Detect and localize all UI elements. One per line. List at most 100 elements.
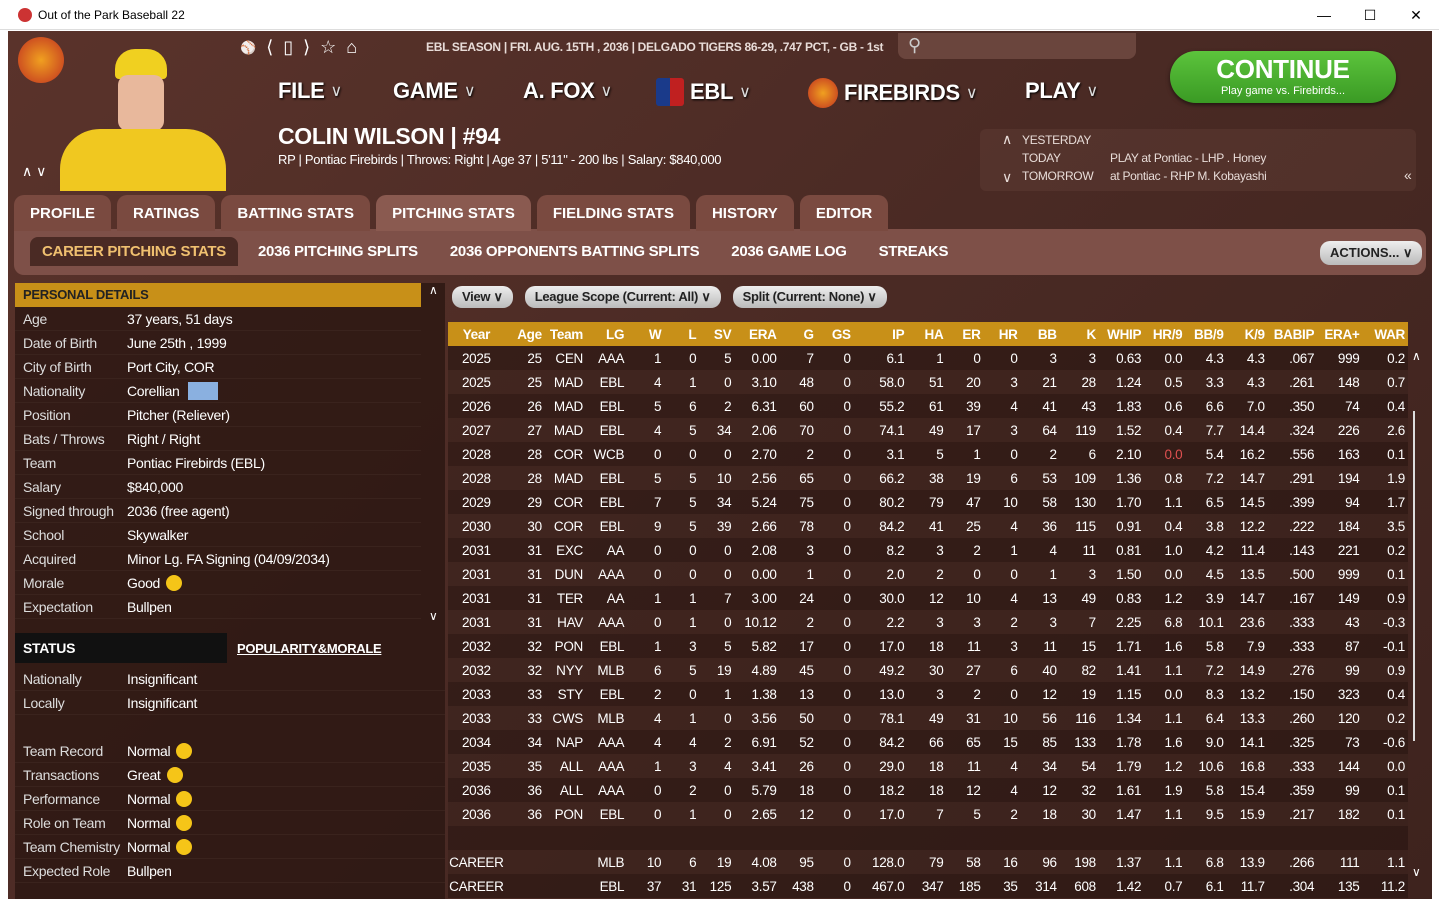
column-header[interactable]: K xyxy=(1059,322,1099,346)
menu-team[interactable]: FIREBIRDS ∨ xyxy=(808,78,978,108)
tab-batting-stats[interactable]: BATTING STATS xyxy=(221,195,371,231)
table-row[interactable]: 2036 36 PON EBL 0 1 0 2.65 12 0 17.0 7 5 2 18 30 1.47 1.1… xyxy=(448,802,1408,826)
column-header[interactable]: WAR xyxy=(1362,322,1408,346)
bookmark-icon[interactable]: ▯ xyxy=(283,37,294,57)
column-header[interactable]: Year xyxy=(448,322,508,346)
subtab-opponents-splits[interactable]: 2036 OPPONENTS BATTING SPLITS xyxy=(449,243,700,260)
column-header[interactable]: WHIP xyxy=(1098,322,1145,346)
table-cell: 3 xyxy=(1049,350,1058,366)
player-nav-arrows[interactable]: ∧ ∨ xyxy=(22,163,47,179)
subtab-streaks[interactable]: STREAKS xyxy=(878,243,949,260)
table-row[interactable]: 2031 31 TER AA 1 1 7 3.00 24 0 30.0 12 10 4 13 49 0.83 1.… xyxy=(448,586,1408,610)
tab-pitching-stats[interactable]: PITCHING STATS xyxy=(376,195,531,231)
table-row[interactable]: 2029 29 COR EBL 7 5 34 5.24 75 0 80.2 79 47 10 58 130 1.… xyxy=(448,490,1408,514)
column-header[interactable]: Team xyxy=(544,322,586,346)
column-header[interactable]: L xyxy=(664,322,700,346)
table-cell: 0 xyxy=(843,374,852,390)
column-header[interactable]: K/9 xyxy=(1226,322,1268,346)
smiley-icon xyxy=(176,742,193,759)
subtab-career-pitching[interactable]: CAREER PITCHING STATS xyxy=(30,237,238,266)
column-header[interactable]: GS xyxy=(816,322,854,346)
column-header[interactable]: BB xyxy=(1020,322,1060,346)
table-row[interactable]: 2032 32 PON EBL 1 3 5 5.82 17 0 17.0 18 11 3 11 15 1.71 1… xyxy=(448,634,1408,658)
table-cell: 1.50 xyxy=(1116,566,1142,582)
popularity-morale-tab[interactable]: POPULARITY&MORALE xyxy=(237,640,382,656)
tab-ratings[interactable]: RATINGS xyxy=(117,195,216,231)
team-logo-icon[interactable] xyxy=(18,37,64,83)
menu-file[interactable]: FILE ∨ xyxy=(278,78,342,103)
menu-play[interactable]: PLAY ∨ xyxy=(1025,78,1098,103)
column-header[interactable]: ERA xyxy=(734,322,780,346)
menu-manager[interactable]: A. FOX ∨ xyxy=(523,78,612,103)
column-header[interactable]: W xyxy=(627,322,665,346)
table-row[interactable]: 2028 28 MAD EBL 5 5 10 2.56 65 0 66.2 38 19 6 53 109 1.3… xyxy=(448,466,1408,490)
table-row[interactable]: 2034 34 NAP AAA 4 4 2 6.91 52 0 84.2 66 65 15 85 133 1.7… xyxy=(448,730,1408,754)
column-header[interactable]: HR xyxy=(983,322,1021,346)
scroll-up-icon[interactable]: ∧ xyxy=(429,283,438,297)
table-row[interactable]: 2025 25 CEN AAA 1 0 5 0.00 7 0 6.1 1 0 0 3 3 0.63 0.0 4.3 4… xyxy=(448,346,1408,370)
maximize-button[interactable]: ☐ xyxy=(1363,6,1377,23)
table-cell: 30.0 xyxy=(879,590,905,606)
subtab-game-log[interactable]: 2036 GAME LOG xyxy=(731,243,847,260)
table-cell: 0 xyxy=(1010,686,1018,702)
table-row[interactable]: 2032 32 NYY MLB 6 5 19 4.89 45 0 49.2 30 27 6 40 82 1.41… xyxy=(448,658,1408,682)
continue-button[interactable]: CONTINUE Play game vs. Firebirds... xyxy=(1170,51,1396,103)
minimize-button[interactable]: — xyxy=(1317,7,1331,23)
table-row[interactable]: 2031 31 DUN AAA 0 0 0 0.00 1 0 2.0 2 0 0 1 3 1.50 0.0 4.5 1… xyxy=(448,562,1408,586)
table-row[interactable]: 2031 31 EXC AA 0 0 0 2.08 3 0 8.2 3 2 1 4 11 0.81 1.0 4.2 1… xyxy=(448,538,1408,562)
column-header[interactable]: SV xyxy=(699,322,735,346)
column-header[interactable]: Age xyxy=(507,322,545,346)
table-row[interactable]: 2033 33 CWS MLB 4 1 0 3.56 50 0 78.1 49 31 10 56 116 1.3… xyxy=(448,706,1408,730)
table-row[interactable]: 2027 27 MAD EBL 4 5 34 2.06 70 0 74.1 49 17 3 64 119 1.5… xyxy=(448,418,1408,442)
table-row[interactable]: 2026 26 MAD EBL 5 6 2 6.31 60 0 55.2 61 39 4 41 43 1.83 0… xyxy=(448,394,1408,418)
table-row[interactable]: 2033 33 STY EBL 2 0 1 1.38 13 0 13.0 3 2 0 12 19 1.15 0.0… xyxy=(448,682,1408,706)
league-logo-icon[interactable]: ⚾ xyxy=(240,39,257,55)
menu-game[interactable]: GAME ∨ xyxy=(393,78,476,103)
table-row[interactable]: 2025 25 MAD EBL 4 1 0 3.10 48 0 58.0 51 20 3 21 28 1.24 0… xyxy=(448,370,1408,394)
forward-icon[interactable]: ⟩ xyxy=(303,37,311,57)
tab-profile[interactable]: PROFILE xyxy=(14,195,112,231)
schedule-tomorrow[interactable]: TOMORROW xyxy=(1022,169,1094,183)
league-scope-dropdown[interactable]: League Scope (Current: All) ∨ xyxy=(524,286,721,308)
chevron-up-icon[interactable]: ∧ xyxy=(1002,131,1012,147)
table-row[interactable]: 2028 28 COR WCB 0 0 0 2.70 2 0 3.1 5 1 0 2 6 2.10 0.0 5.4 1… xyxy=(448,442,1408,466)
table-row[interactable]: 2036 36 ALL AAA 0 2 0 5.79 18 0 18.2 18 12 4 12 32 1.61 1… xyxy=(448,778,1408,802)
table-row[interactable]: 2030 30 COR EBL 9 5 39 2.66 78 0 84.2 41 25 4 36 115 0.9… xyxy=(448,514,1408,538)
table-scroll-up-icon[interactable]: ∧ xyxy=(1412,349,1421,363)
table-row[interactable]: 2035 35 ALL AAA 1 3 4 3.41 26 0 29.0 18 11 4 34 54 1.79 1… xyxy=(448,754,1408,778)
view-dropdown[interactable]: View ∨ xyxy=(452,286,513,308)
column-header[interactable]: HA xyxy=(907,322,947,346)
career-total-row[interactable]: CAREER MLB 10 6 19 4.08 95 0 128.0 79 58 16 96 198 1.3… xyxy=(448,850,1408,874)
tab-history[interactable]: HISTORY xyxy=(695,195,794,231)
schedule-today[interactable]: TODAY xyxy=(1022,151,1061,165)
collapse-icon[interactable]: « xyxy=(1404,167,1412,183)
table-row[interactable]: 2031 31 HAV AAA 0 1 0 10.12 2 0 2.2 3 3 2 3 7 2.25 6.8 10.… xyxy=(448,610,1408,634)
column-header[interactable]: HR/9 xyxy=(1144,322,1186,346)
career-total-row[interactable]: CAREER EBL 37 31 125 3.57 438 0 467.0 347 185 35 314… xyxy=(448,874,1408,898)
schedule-yesterday[interactable]: YESTERDAY xyxy=(1022,133,1092,147)
status-header[interactable]: STATUS xyxy=(15,633,227,663)
column-header[interactable]: ERA+ xyxy=(1317,322,1363,346)
search-input[interactable]: ⚲ xyxy=(898,33,1136,59)
column-header[interactable]: ER xyxy=(946,322,984,346)
detail-row: Locally Insignificant xyxy=(15,691,445,715)
chevron-down-icon[interactable]: ∨ xyxy=(1002,169,1012,185)
table-scrollbar[interactable] xyxy=(1413,411,1415,741)
table-scroll-down-icon[interactable]: ∨ xyxy=(1412,865,1421,879)
tab-fielding-stats[interactable]: FIELDING STATS xyxy=(536,195,690,231)
column-header[interactable]: BB/9 xyxy=(1185,322,1227,346)
menu-league[interactable]: EBL ∨ xyxy=(656,78,751,106)
star-icon[interactable]: ☆ xyxy=(320,37,337,57)
tab-editor[interactable]: EDITOR xyxy=(799,195,889,231)
scroll-down-icon[interactable]: ∨ xyxy=(429,609,438,623)
column-header[interactable]: G xyxy=(779,322,817,346)
split-dropdown[interactable]: Split (Current: None) ∨ xyxy=(732,286,887,308)
column-header[interactable]: BABIP xyxy=(1267,322,1318,346)
home-icon[interactable]: ⌂ xyxy=(346,37,358,57)
column-header[interactable]: LG xyxy=(586,322,628,346)
close-button[interactable]: ✕ xyxy=(1410,6,1422,23)
back-icon[interactable]: ⟨ xyxy=(266,37,274,57)
actions-button[interactable]: ACTIONS... ∨ xyxy=(1320,241,1423,265)
column-header[interactable]: IP xyxy=(853,322,908,346)
subtab-pitching-splits[interactable]: 2036 PITCHING SPLITS xyxy=(257,243,418,260)
